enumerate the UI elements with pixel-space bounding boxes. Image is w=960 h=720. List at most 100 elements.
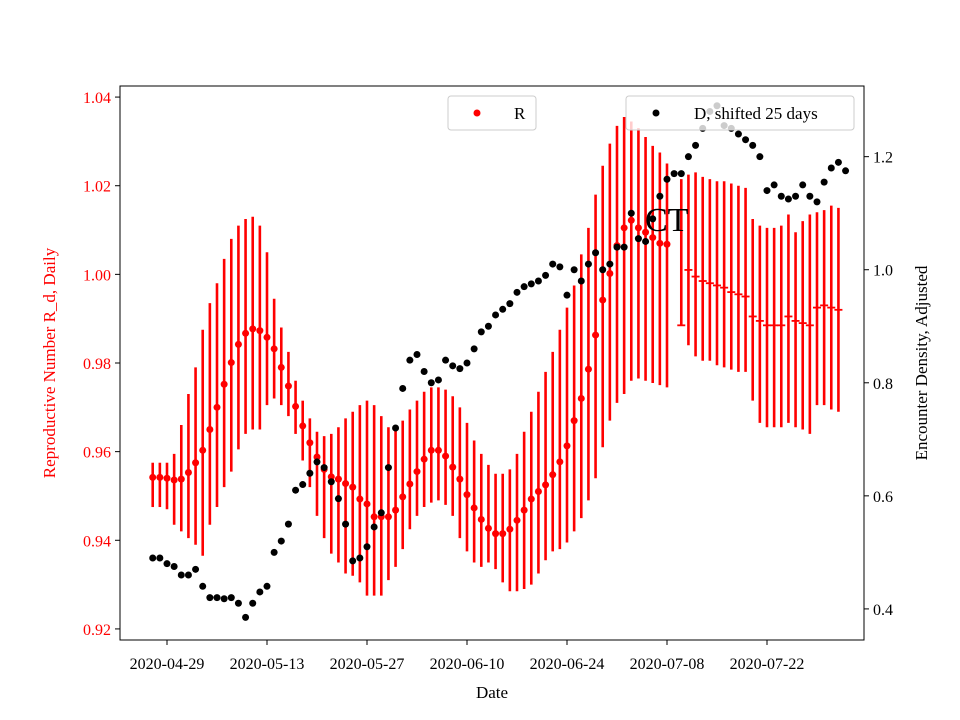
d-point [570, 266, 578, 274]
d-point [799, 181, 807, 189]
d-point [742, 136, 750, 144]
d-point [449, 362, 457, 370]
d-point [527, 280, 535, 288]
d-point [620, 243, 628, 251]
r-point [384, 513, 392, 521]
d-point [363, 543, 371, 551]
d-point [592, 249, 600, 257]
d-point [442, 356, 450, 364]
d-point [199, 582, 207, 590]
r-point [527, 495, 535, 503]
r-point [284, 382, 292, 390]
r-point [220, 380, 228, 388]
d-point [763, 187, 771, 195]
d-point [756, 153, 764, 161]
r-point [163, 474, 171, 482]
d-point [584, 260, 592, 268]
d-point [456, 365, 464, 373]
r-point [606, 269, 614, 277]
legend-d: D, shifted 25 days [625, 95, 855, 131]
r-point [299, 422, 307, 430]
r-point [642, 228, 650, 236]
d-point [813, 198, 821, 206]
right-y-tick-label: 0.4 [873, 602, 893, 619]
d-point [213, 594, 221, 602]
r-point [356, 495, 364, 503]
r-point [427, 446, 435, 454]
d-point [520, 283, 528, 291]
x-tick-label: 2020-07-22 [730, 656, 805, 673]
r-point [456, 475, 464, 483]
d-point [434, 376, 442, 384]
d-point [827, 164, 835, 172]
d-point [842, 167, 850, 175]
r-point [656, 239, 664, 247]
left-y-tick-label: 1.00 [83, 267, 111, 284]
legend-d-box [625, 95, 855, 131]
r-point [534, 488, 542, 496]
d-point [534, 277, 542, 285]
d-point [427, 379, 435, 387]
r-point [634, 224, 642, 232]
d-point [163, 560, 171, 568]
d-point [413, 351, 421, 359]
d-point [734, 130, 742, 138]
r-point [313, 453, 321, 461]
r-point [177, 475, 185, 483]
r-point [434, 446, 442, 454]
d-point [770, 181, 778, 189]
d-point [577, 277, 585, 285]
r-point [620, 224, 628, 232]
d-point [634, 235, 642, 243]
legend-d-label: D, shifted 25 days [694, 104, 818, 123]
r-point [420, 455, 428, 463]
x-tick-label: 2020-06-10 [430, 656, 505, 673]
r-point [549, 471, 557, 479]
d-point [313, 458, 321, 466]
left-y-axis-label: Reproductive Number R_d, Daily [40, 247, 59, 478]
d-point [192, 565, 200, 573]
d-point [284, 520, 292, 528]
d-point [392, 424, 400, 432]
d-point [692, 141, 700, 149]
r-point [206, 425, 214, 433]
d-point [463, 359, 471, 367]
r-point [227, 359, 235, 367]
r-point [327, 473, 335, 481]
d-point [206, 594, 214, 602]
r-point [234, 340, 242, 348]
r-point [649, 234, 657, 242]
r-point [592, 331, 600, 339]
d-point [242, 613, 250, 621]
r-point [577, 394, 585, 402]
d-point [220, 595, 228, 603]
r-point [506, 525, 514, 533]
d-point [549, 260, 557, 268]
d-point [320, 464, 328, 472]
d-point [749, 141, 757, 149]
d-point [406, 356, 414, 364]
r-point [492, 530, 500, 538]
r-point [406, 480, 414, 488]
d-point [477, 328, 485, 336]
d-point [784, 195, 792, 203]
d-point [777, 192, 785, 200]
legend-r: R [447, 95, 537, 131]
r-point [442, 452, 450, 460]
legend-r-marker [473, 109, 481, 117]
r-point [477, 515, 485, 523]
d-point [227, 594, 235, 602]
r-point [156, 473, 164, 481]
d-point [563, 291, 571, 299]
r-point [277, 363, 285, 371]
d-point [642, 237, 650, 245]
x-tick-label: 2020-04-29 [130, 656, 205, 673]
d-point [277, 537, 285, 545]
d-point [270, 548, 278, 556]
legend-r-box [447, 95, 537, 131]
d-point [370, 523, 378, 531]
x-tick-label: 2020-06-24 [530, 656, 605, 673]
r-point [256, 327, 264, 335]
d-point [492, 311, 500, 319]
r-point [584, 365, 592, 373]
